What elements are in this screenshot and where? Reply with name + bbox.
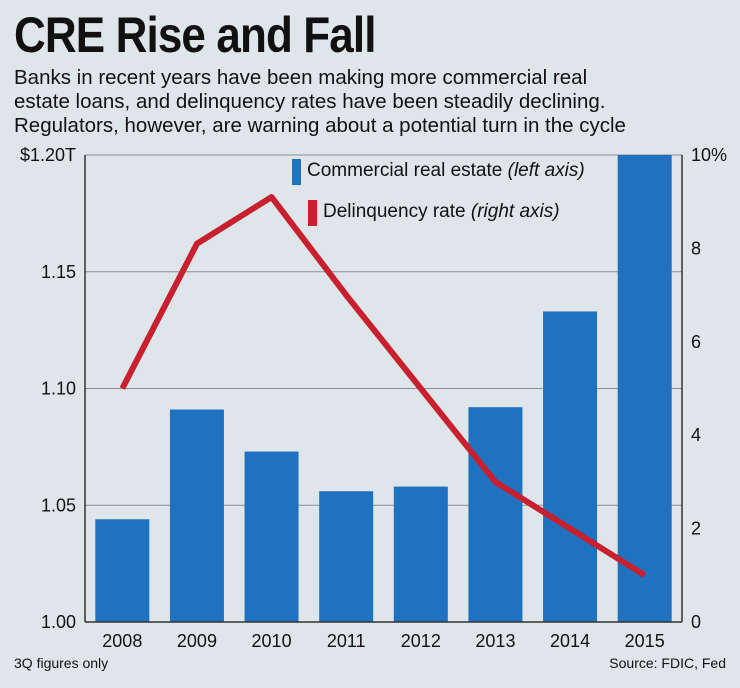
left-tick-label: 1.10 — [41, 379, 76, 399]
bar — [244, 451, 299, 622]
x-tick-label: 2011 — [327, 631, 366, 651]
left-tick-label: $1.20T — [20, 145, 76, 165]
right-tick-label: 6 — [691, 332, 701, 352]
bar — [169, 409, 224, 622]
right-tick-label: 8 — [691, 238, 701, 258]
source-credit: Source: FDIC, Fed — [609, 655, 726, 671]
right-tick-label: 4 — [691, 425, 701, 445]
legend-cre: Commercial real estate (left axis) — [307, 160, 585, 181]
subtitle-line: Banks in recent years have been making m… — [14, 66, 588, 89]
x-tick-label: 2013 — [475, 631, 515, 651]
legend-swatch — [308, 200, 317, 226]
left-tick-label: 1.00 — [41, 612, 76, 632]
bar — [319, 491, 374, 622]
legend-swatch — [292, 159, 301, 185]
bar — [617, 155, 672, 622]
x-tick-label: 2010 — [252, 631, 292, 651]
left-tick-label: 1.05 — [41, 495, 76, 515]
legend-delinquency: Delinquency rate (right axis) — [323, 201, 560, 222]
right-tick-label: 0 — [691, 612, 701, 632]
x-tick-label: 2015 — [625, 631, 665, 651]
right-tick-label: 2 — [691, 519, 701, 539]
chart-subtitle: Banks in recent years have been making m… — [14, 66, 732, 138]
delinquency-line — [119, 194, 647, 578]
right-tick-label: 10% — [691, 145, 727, 165]
bar — [468, 407, 523, 622]
subtitle-line: Regulators, however, are warning about a… — [14, 114, 626, 137]
bar — [393, 486, 448, 622]
chart-title: CRE Rise and Fall — [14, 7, 376, 63]
footnote: 3Q figures only — [14, 655, 109, 671]
bar — [95, 519, 150, 622]
bar — [543, 311, 598, 622]
subtitle-line: estate loans, and delinquency rates have… — [14, 90, 606, 113]
left-tick-label: 1.15 — [41, 262, 76, 282]
x-tick-label: 2012 — [401, 631, 441, 651]
x-tick-label: 2008 — [102, 631, 142, 651]
x-tick-label: 2014 — [550, 631, 590, 651]
x-tick-label: 2009 — [177, 631, 217, 651]
